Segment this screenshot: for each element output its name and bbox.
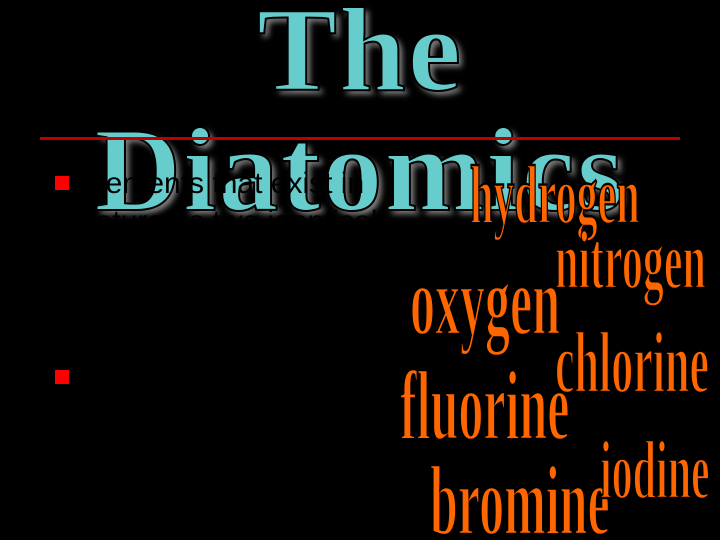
- bullet-square-icon: [55, 370, 69, 384]
- bullet-text: Elements that exist in nature as two ide…: [79, 165, 395, 353]
- wordart-chlorine: chlorine: [555, 320, 709, 408]
- bullet-text: Equal sharing.: [79, 359, 271, 397]
- bullet-item: Elements that exist in nature as two ide…: [55, 165, 395, 353]
- bullet-square-icon: [55, 176, 69, 190]
- wordart-iodine: iodine: [600, 430, 710, 514]
- wordart-nitrogen: nitrogen: [555, 220, 706, 304]
- title-underline: [40, 137, 680, 140]
- wordart-bromine: bromine: [430, 450, 610, 540]
- wordart-fluorine: fluorine: [400, 355, 569, 455]
- wordart-oxygen: oxygen: [410, 250, 560, 350]
- bullet-list: Elements that exist in nature as two ide…: [55, 165, 395, 402]
- bullet-item: Equal sharing.: [55, 359, 395, 397]
